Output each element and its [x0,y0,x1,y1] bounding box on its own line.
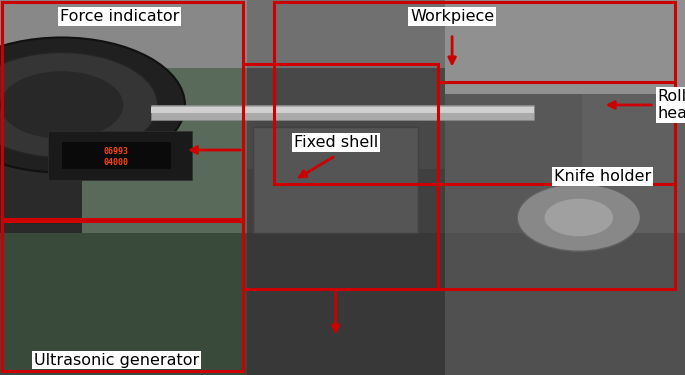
Text: 04000: 04000 [104,158,129,166]
Bar [445,94,582,232]
Circle shape [517,184,640,251]
Circle shape [0,53,158,158]
Bar [247,0,445,68]
Bar [445,0,685,232]
Text: Ultrasonic generator: Ultrasonic generator [34,352,199,368]
Bar [274,2,675,184]
Text: Workpiece: Workpiece [410,9,494,24]
Bar [0,217,247,375]
Bar [247,232,445,375]
Bar [247,68,445,169]
Bar [0,0,247,232]
Bar [0,68,82,232]
Text: Knife holder: Knife holder [554,169,651,184]
Bar [2,219,243,371]
Bar [582,94,685,232]
Bar [2,2,243,221]
Text: Fixed shell: Fixed shell [294,135,377,150]
Text: 06993: 06993 [104,147,129,156]
Circle shape [0,38,185,172]
Bar [445,0,685,94]
Bar [438,82,675,289]
Bar [0,0,247,68]
Bar [48,131,192,180]
Bar [151,107,534,112]
Bar [151,105,534,120]
Circle shape [545,199,613,236]
Bar [253,128,418,232]
Text: Force indicator: Force indicator [60,9,179,24]
Bar [445,232,685,375]
Text: Rolling
head: Rolling head [658,89,685,121]
Circle shape [0,71,123,139]
Bar [247,0,445,232]
Bar [82,68,247,232]
Bar [247,169,445,232]
Bar [62,142,171,169]
Bar [243,64,438,289]
